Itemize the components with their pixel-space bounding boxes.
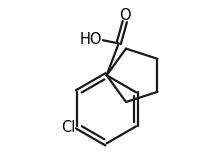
Text: Cl: Cl [62, 120, 76, 135]
Text: O: O [119, 8, 131, 23]
Text: HO: HO [79, 32, 102, 47]
